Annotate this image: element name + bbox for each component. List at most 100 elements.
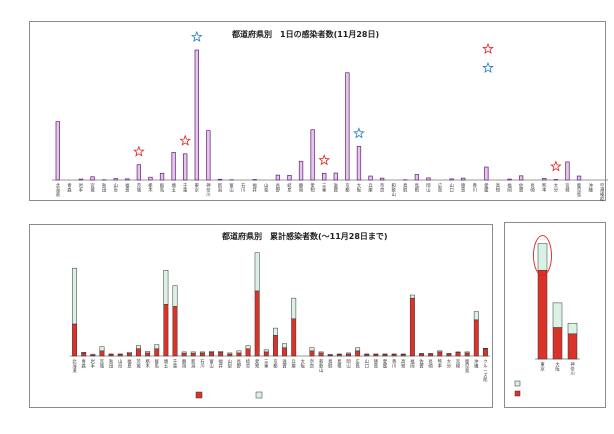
bar-segment-nov [482, 348, 488, 350]
x-category-label: 富山 [229, 182, 233, 194]
x-category-label: 東京 [195, 182, 200, 194]
x-category-label: 京都 [345, 182, 350, 194]
bar-segment-nov [199, 351, 205, 354]
bar-segment-nov [209, 351, 214, 353]
bar-segment-nov [172, 285, 178, 307]
x-category-label: 三重 [264, 359, 269, 370]
x-category-label: 群馬 [155, 358, 160, 370]
x-category-label: 大阪 [555, 361, 560, 373]
x-category-label: 山形 [118, 358, 123, 370]
x-category-label: 北海道 [56, 182, 61, 198]
bar-segment-until-1031 [272, 335, 278, 357]
bar-segment-until-1031 [464, 352, 470, 357]
red-star-marker [133, 145, 145, 157]
legend-swatch [255, 391, 263, 399]
cumulative-cases-chart: 都道府県別 累計感染者数(～11月28日まで) 北海道青森岩手宮城秋田山形福島茨… [70, 231, 490, 399]
x-category-label: 滋賀 [282, 358, 287, 370]
bar-segment-nov [218, 351, 224, 353]
x-category-label: 山口 [449, 182, 453, 194]
bar [113, 178, 118, 181]
bar-segment-until-1031 [218, 352, 224, 357]
bar-segment-nov [346, 352, 351, 355]
bar [217, 178, 223, 181]
bar-segment-nov [537, 243, 548, 271]
bar [55, 121, 60, 181]
legend-swatch [195, 391, 203, 399]
bar-segment-nov [309, 347, 315, 352]
bar-segment-nov [108, 353, 114, 355]
x-category-label: 青森 [67, 182, 72, 194]
x-category-label: 香川 [392, 358, 397, 370]
bar-segment-nov [254, 252, 260, 292]
bar-segment-nov [419, 353, 424, 355]
x-category-label: 福岡 [410, 358, 415, 370]
x-category-label: 宮崎 [456, 358, 461, 370]
bar-segment-nov [99, 346, 105, 352]
x-category-label: 大阪 [301, 358, 306, 370]
bar-segment-nov [272, 327, 278, 336]
x-category-label: 山口 [365, 358, 369, 370]
bar [183, 153, 188, 181]
x-category-label: 埼玉 [164, 358, 169, 370]
bar [333, 172, 338, 181]
bar-segment-until-1031 [567, 333, 578, 360]
x-category-label: 福井 [219, 358, 224, 370]
x-category-label: 三重 [322, 183, 327, 194]
bar-segment-nov [227, 352, 233, 355]
bar [542, 178, 547, 181]
x-category-label: 山形 [114, 182, 119, 194]
x-category-label: 栃木 [148, 182, 153, 194]
x-category-label: 岡山 [426, 183, 430, 194]
bar-segment-nov [364, 353, 370, 355]
bar [345, 72, 350, 181]
bar-segment-nov [336, 353, 342, 355]
x-category-label: 新潟 [218, 182, 223, 194]
bar-segment-until-1031 [455, 352, 461, 357]
bar-segment-until-1031 [136, 348, 141, 357]
bar-segment-nov [190, 351, 196, 354]
x-category-label: 大阪 [357, 182, 362, 194]
bar-segment-nov [355, 347, 361, 352]
x-category-label: 鹿児島 [465, 358, 470, 374]
x-category-label: 長崎 [531, 183, 536, 194]
bar-segment-nov [391, 353, 397, 355]
x-category-label: 岐阜 [246, 358, 251, 370]
bar-segment-until-1031 [254, 290, 260, 357]
bar-segment-until-1031 [163, 304, 169, 357]
bar [461, 177, 466, 181]
bar-segment-nov [72, 267, 78, 325]
bar-segment-nov [552, 302, 563, 328]
bar-segment-until-1031 [309, 350, 315, 357]
x-category-label: 神奈川 [570, 361, 575, 377]
legend-red-star-icon [482, 42, 494, 54]
x-category-label: 島根 [337, 358, 342, 370]
bar-segment-until-1031 [409, 297, 415, 357]
bar [171, 152, 176, 181]
x-category-label: 滋賀 [334, 182, 339, 194]
x-category-label: 福島 [125, 182, 130, 194]
bar-segment-until-1031 [355, 350, 361, 357]
x-category-label: 佐賀 [419, 358, 424, 370]
bar-segment-nov [428, 353, 434, 355]
bar-segment-until-1031 [437, 351, 443, 357]
bar-segment-until-1031 [172, 306, 178, 357]
bar-segment-nov [437, 350, 443, 353]
x-category-label: 京都 [273, 358, 278, 370]
x-category-label: 和歌山 [319, 358, 324, 374]
bar-segment-until-1031 [318, 352, 324, 357]
bar-segment-nov [136, 345, 141, 350]
bar-segment-nov [567, 322, 578, 335]
x-category-label: 沖縄 [474, 358, 479, 370]
bar [576, 175, 582, 181]
x-category-label: 宮城 [100, 358, 105, 370]
bar [194, 49, 199, 181]
highlight-circle [533, 235, 552, 277]
bar-segment-until-1031 [428, 353, 434, 357]
x-category-label: 埼玉 [171, 182, 176, 194]
x-category-label: 茨城 [136, 358, 141, 370]
bar [426, 177, 431, 181]
x-category-label: 群馬 [160, 182, 165, 194]
x-category-label: 佐賀 [519, 182, 524, 194]
bar [322, 172, 327, 181]
cumulative-chart-title: 都道府県別 累計感染者数(～11月28日まで) [221, 231, 388, 241]
